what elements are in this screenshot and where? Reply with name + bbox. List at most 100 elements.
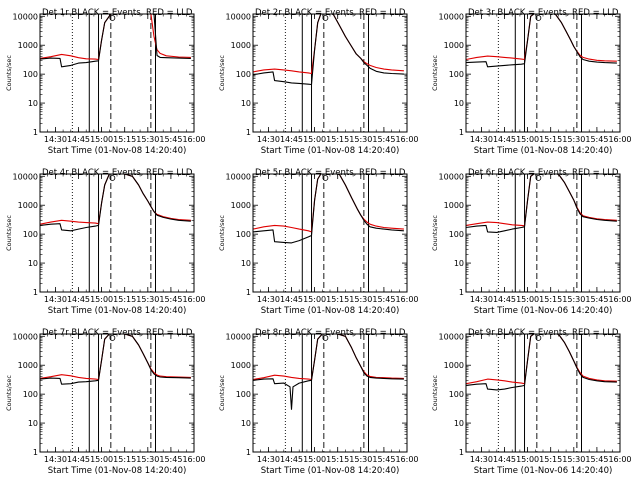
x-tick-label: 15:45 bbox=[159, 295, 182, 304]
x-tick-label: 14:30 bbox=[470, 295, 493, 304]
panel-det-5: Det 5r BLACK = Events, RED = LLD Start Ti… bbox=[218, 168, 419, 316]
x-axis-label: Start Time (01-Nov-08 14:20:40) bbox=[261, 146, 400, 156]
x-tick-label: 14:30 bbox=[470, 135, 493, 144]
plot-frame bbox=[252, 333, 408, 453]
y-tick-label: 10000 bbox=[439, 332, 464, 341]
y-axis-label: Counts/sec bbox=[5, 55, 13, 91]
x-tick-label: 16:00 bbox=[182, 135, 205, 144]
panel-det-6: Det 6r BLACK = Events, RED = LLD Start Ti… bbox=[431, 168, 632, 316]
plot-area bbox=[466, 14, 617, 68]
x-tick-label: 15:00 bbox=[516, 135, 539, 144]
panel-title: Det 3r BLACK = Events, RED = LLD bbox=[468, 8, 619, 18]
plot-area bbox=[253, 14, 404, 86]
x-tick-label: 15:45 bbox=[585, 135, 608, 144]
plot-area bbox=[40, 174, 191, 232]
y-tick-label: 10 bbox=[241, 99, 251, 108]
y-tick-label: 10000 bbox=[13, 12, 38, 21]
x-tick-label: 14:45 bbox=[67, 295, 90, 304]
panel-title: Det 1r BLACK = Events, RED = LLD bbox=[42, 8, 193, 18]
x-axis-label: Start Time (01-Nov-08 14:20:40) bbox=[474, 146, 613, 156]
x-tick-label: 14:30 bbox=[44, 135, 67, 144]
y-tick-label: 1000 bbox=[444, 41, 464, 50]
x-tick-label: 16:00 bbox=[608, 295, 631, 304]
x-tick-label: 15:00 bbox=[90, 135, 113, 144]
y-tick-label: 100 bbox=[236, 230, 251, 239]
y-tick-label: 100 bbox=[449, 70, 464, 79]
y-tick-label: 100 bbox=[236, 70, 251, 79]
x-tick-label: 15:15 bbox=[113, 135, 136, 144]
x-axis-label: Start Time (01-Nov-08 14:20:40) bbox=[48, 306, 187, 316]
series-lld-line bbox=[466, 174, 617, 227]
x-tick-label: 15:15 bbox=[539, 295, 562, 304]
peak-marker bbox=[535, 335, 542, 341]
x-tick-label: 14:30 bbox=[257, 135, 280, 144]
x-tick-label: 16:00 bbox=[395, 295, 418, 304]
series-lld-line bbox=[40, 14, 191, 61]
x-tick-label: 15:30 bbox=[562, 295, 585, 304]
x-tick-label: 15:45 bbox=[372, 455, 395, 464]
y-tick-label: 1 bbox=[459, 288, 464, 297]
plot-frame bbox=[39, 173, 195, 293]
x-tick-label: 15:00 bbox=[516, 455, 539, 464]
x-tick-label: 14:30 bbox=[44, 295, 67, 304]
x-tick-label: 15:15 bbox=[326, 295, 349, 304]
x-axis-label: Start Time (01-Nov-08 14:20:40) bbox=[261, 306, 400, 316]
y-axis-label: Counts/sec bbox=[431, 55, 439, 91]
y-tick-label: 10000 bbox=[226, 172, 251, 181]
y-axis-label: Counts/sec bbox=[218, 215, 226, 251]
y-tick-label: 10000 bbox=[13, 172, 38, 181]
y-tick-label: 1000 bbox=[231, 41, 251, 50]
y-tick-label: 1 bbox=[246, 288, 251, 297]
peak-marker bbox=[109, 15, 116, 21]
y-tick-label: 10000 bbox=[439, 172, 464, 181]
plot-area bbox=[253, 174, 404, 244]
peak-marker bbox=[322, 15, 329, 21]
x-tick-label: 16:00 bbox=[395, 455, 418, 464]
y-axis-label: Counts/sec bbox=[431, 375, 439, 411]
peak-marker bbox=[322, 335, 329, 341]
x-tick-label: 15:00 bbox=[90, 455, 113, 464]
panel-det-7: Det 7r BLACK = Events, RED = LLD Start Ti… bbox=[5, 328, 206, 476]
x-tick-label: 15:30 bbox=[136, 295, 159, 304]
x-tick-label: 15:15 bbox=[113, 455, 136, 464]
x-axis-label: Start Time (01-Nov-08 14:20:40) bbox=[261, 466, 400, 476]
y-axis-label: Counts/sec bbox=[218, 55, 226, 91]
plot-area bbox=[253, 334, 404, 410]
y-tick-label: 1 bbox=[33, 288, 38, 297]
plot-area bbox=[40, 334, 191, 385]
x-tick-label: 15:45 bbox=[372, 295, 395, 304]
plot-frame bbox=[465, 173, 621, 293]
x-tick-label: 14:30 bbox=[44, 455, 67, 464]
series-events-line bbox=[253, 334, 404, 410]
panel-det-4: Det 4r BLACK = Events, RED = LLD Start Ti… bbox=[5, 168, 206, 316]
x-tick-label: 15:15 bbox=[326, 455, 349, 464]
x-axis-label: Start Time (01-Nov-08 14:20:40) bbox=[48, 146, 187, 156]
x-tick-label: 14:45 bbox=[280, 135, 303, 144]
y-tick-label: 100 bbox=[23, 230, 38, 239]
y-tick-label: 1 bbox=[33, 128, 38, 137]
x-tick-label: 15:30 bbox=[136, 455, 159, 464]
x-tick-label: 15:45 bbox=[585, 295, 608, 304]
x-tick-label: 14:45 bbox=[280, 295, 303, 304]
panel-det-9: Det 9r BLACK = Events, RED = LLD Start Ti… bbox=[431, 328, 632, 476]
x-tick-label: 14:45 bbox=[493, 455, 516, 464]
x-tick-label: 15:45 bbox=[372, 135, 395, 144]
x-tick-label: 15:00 bbox=[303, 135, 326, 144]
plot-frame bbox=[252, 173, 408, 293]
plot-frame bbox=[39, 13, 195, 133]
y-tick-label: 100 bbox=[23, 70, 38, 79]
series-events-line bbox=[40, 14, 191, 68]
panel-det-2: Det 2r BLACK = Events, RED = LLD Start Ti… bbox=[218, 8, 419, 156]
series-events-line bbox=[40, 334, 191, 385]
peak-marker bbox=[322, 175, 329, 181]
y-tick-label: 100 bbox=[449, 230, 464, 239]
x-tick-label: 15:30 bbox=[136, 135, 159, 144]
x-tick-label: 14:45 bbox=[67, 135, 90, 144]
x-axis-label: Start Time (01-Nov-06 14:20:40) bbox=[474, 466, 613, 476]
panel-det-1: Det 1r BLACK = Events, RED = LLD Start Ti… bbox=[5, 8, 206, 156]
plot-area bbox=[466, 334, 617, 391]
y-tick-label: 10 bbox=[454, 259, 464, 268]
x-axis-label: Start Time (01-Nov-06 14:20:40) bbox=[474, 306, 613, 316]
y-tick-label: 10000 bbox=[226, 12, 251, 21]
